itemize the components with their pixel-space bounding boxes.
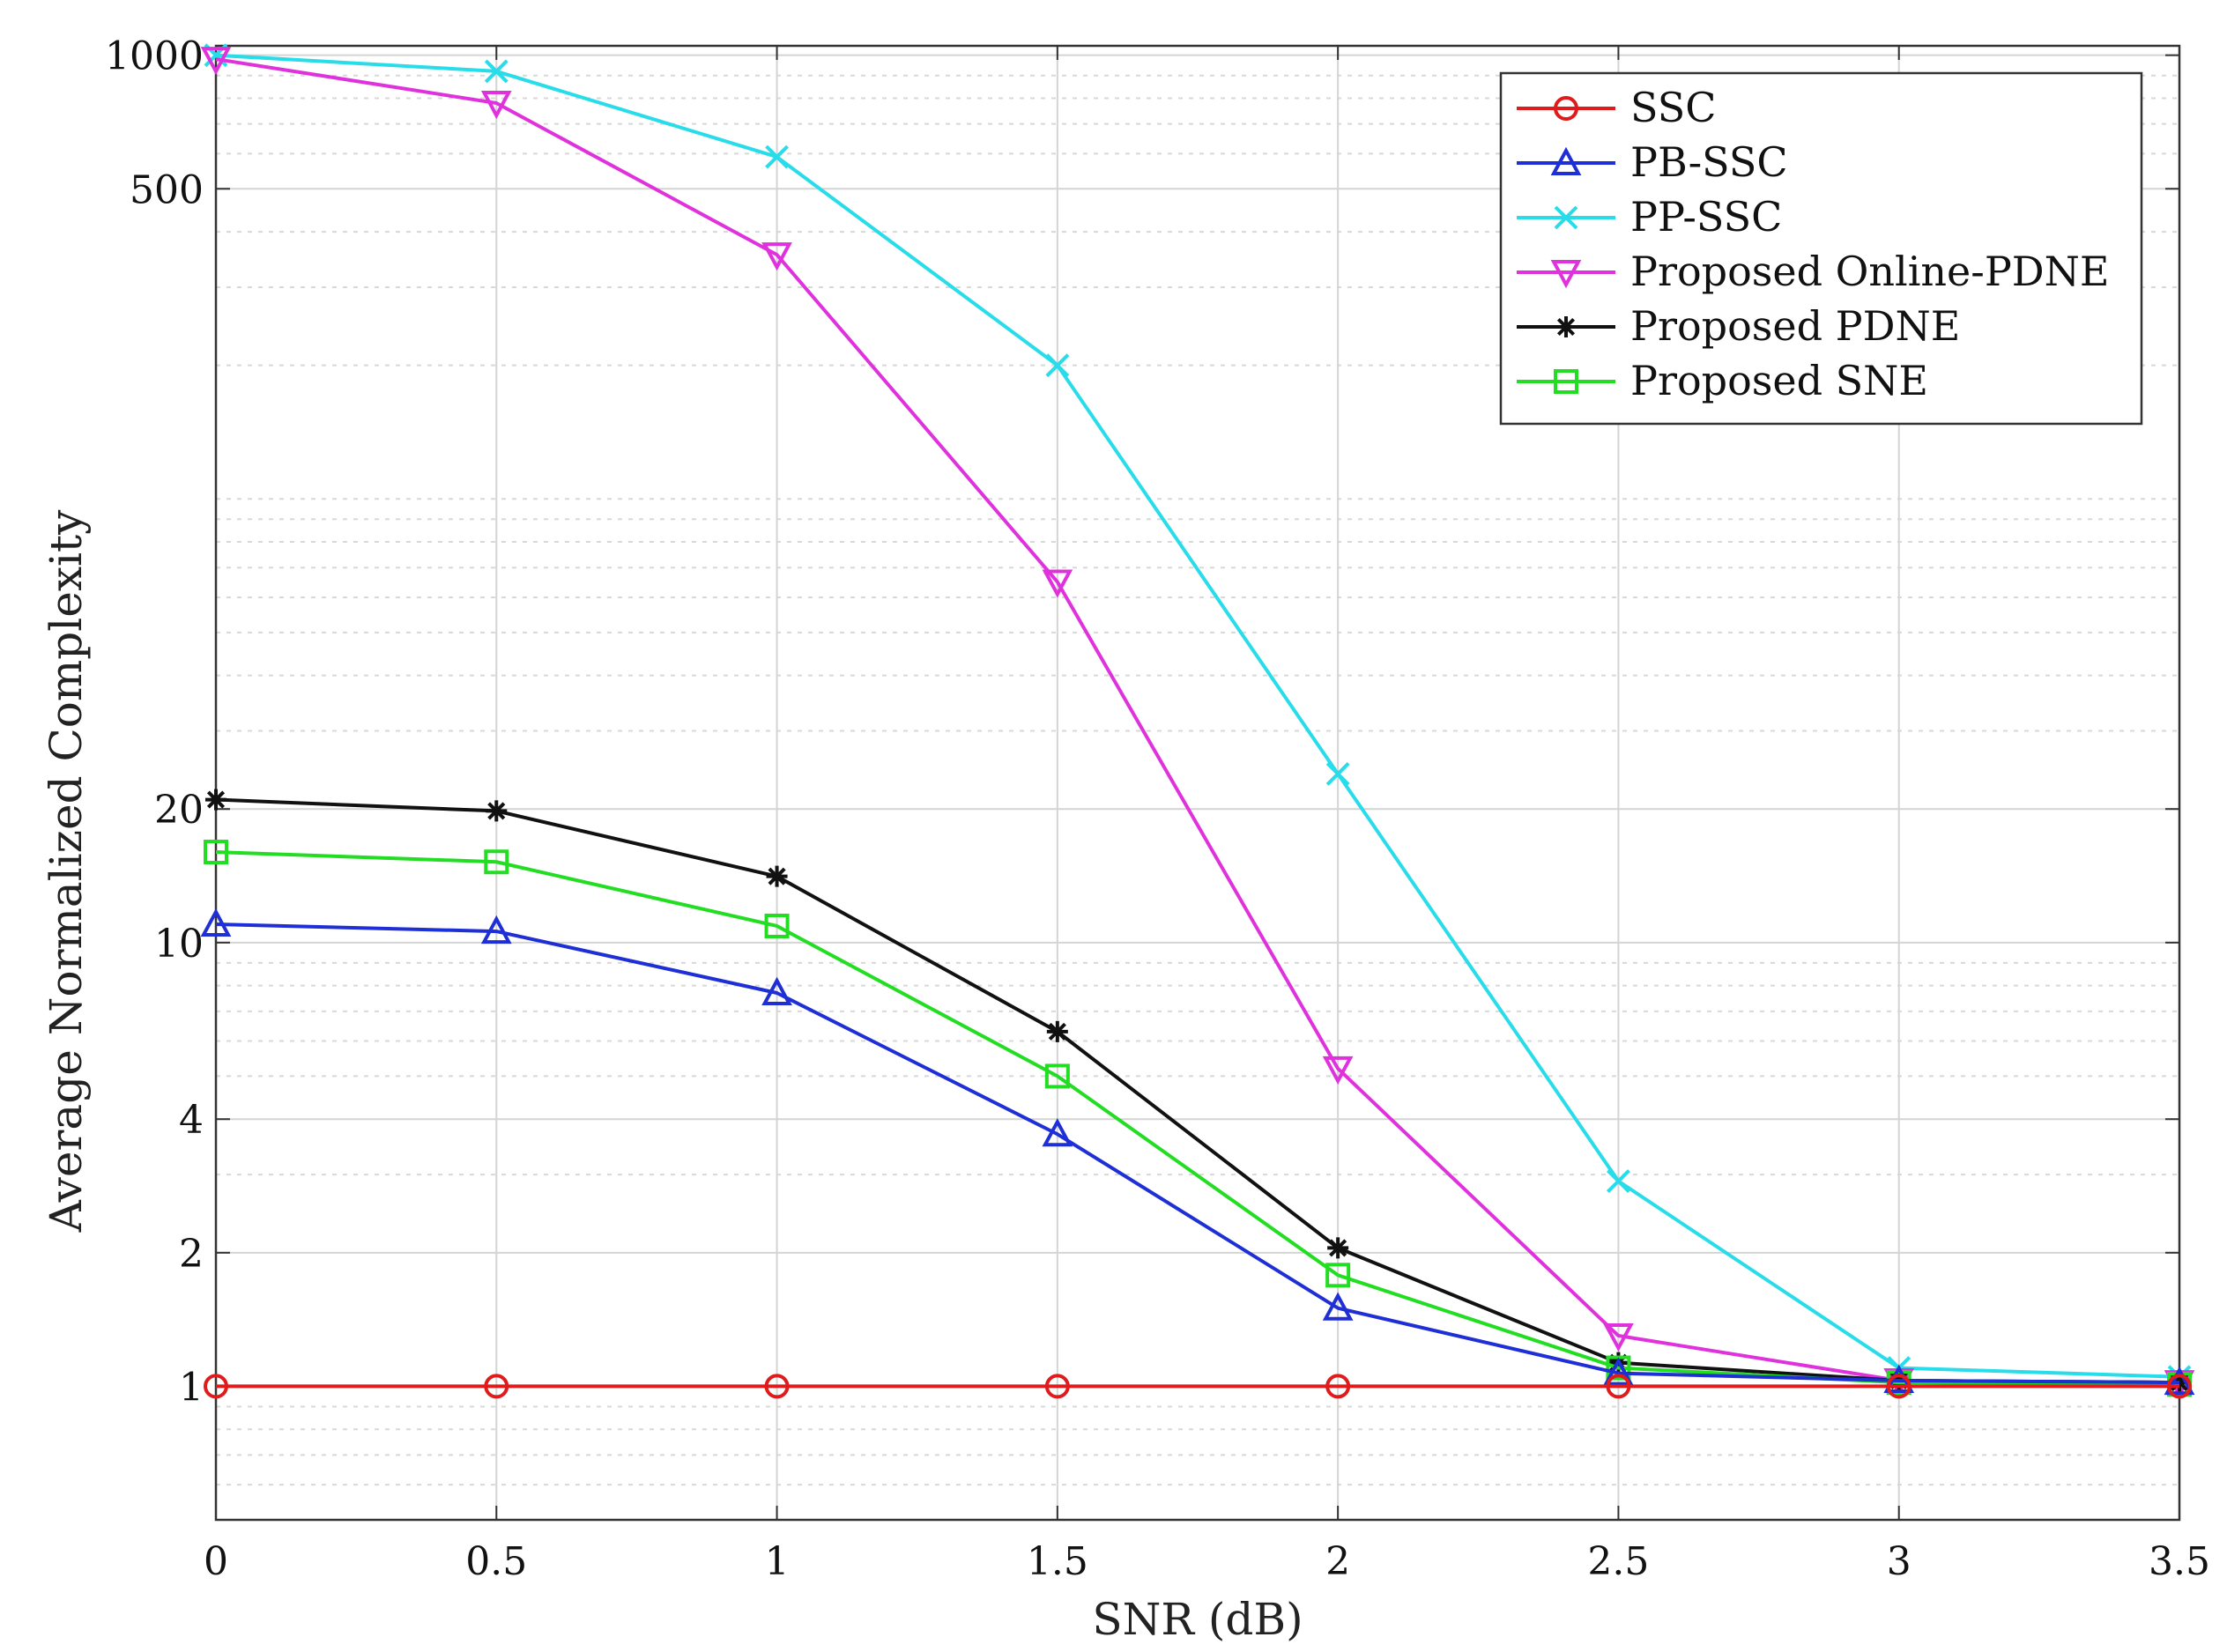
data-point-proposed-online-pdne	[1322, 1056, 1354, 1085]
data-point-proposed-pdne	[1046, 1020, 1068, 1042]
data-point-proposed-sne	[764, 913, 790, 938]
data-point-ssc	[1886, 1374, 1912, 1399]
data-point-pp-ssc	[1607, 1169, 1630, 1193]
data-point-proposed-online-pdne	[1042, 569, 1073, 598]
y-tick-label: 1	[179, 1365, 204, 1410]
y-tick-label: 500	[130, 167, 204, 212]
data-point-pp-ssc	[1045, 353, 1070, 378]
grid	[215, 46, 2180, 1520]
legend-marker-proposed-online-pdne	[1550, 260, 1582, 289]
data-point-proposed-sne	[1044, 1063, 1070, 1089]
data-point-proposed-pdne	[205, 789, 226, 811]
data-point-pp-ssc	[1325, 761, 1350, 786]
x-tick-label: 3.5	[2149, 1539, 2210, 1584]
data-point-ssc	[2167, 1374, 2192, 1399]
data-point-proposed-sne	[204, 840, 228, 865]
data-point-pb-ssc	[480, 915, 512, 945]
x-tick-label: 2	[1325, 1539, 1350, 1584]
x-tick-label: 2.5	[1587, 1539, 1649, 1584]
series-ssc	[204, 1374, 2192, 1399]
y-tick-label: 20	[154, 788, 204, 833]
legend: SSC PB-SSC PP-SSC Proposed Online-PDNE Propo…	[1499, 71, 2143, 426]
series-proposed-pdne	[205, 789, 2190, 1394]
y-tick-label: 10	[154, 922, 204, 967]
data-point-pb-ssc	[761, 976, 792, 1005]
data-point-pb-ssc	[1322, 1292, 1354, 1321]
data-point-proposed-online-pdne	[480, 91, 512, 120]
legend-label-pp-ssc: PP-SSC	[1630, 193, 1782, 241]
axis-tick-labels: 1 2 4 10 20 500 1000 0 0.5 1 1.5 2 2.5 3 3.5	[105, 34, 2210, 1584]
x-tick-label: 0	[204, 1539, 228, 1584]
data-point-ssc	[1325, 1374, 1351, 1399]
data-point-pb-ssc	[1603, 1357, 1634, 1386]
data-point-ssc	[1044, 1374, 1070, 1399]
data-point-ssc	[204, 1374, 228, 1399]
y-tick-label: 1000	[105, 34, 204, 79]
series-line-proposed-online-pdne	[215, 57, 2180, 1385]
legend-label-proposed-pdne: Proposed PDNE	[1630, 302, 1960, 350]
legend-box	[1499, 71, 2143, 426]
legend-marker-proposed-sne	[1554, 369, 1578, 394]
legend-marker-proposed-pdne	[1555, 316, 1577, 337]
data-point-proposed-online-pdne	[200, 47, 232, 76]
y-axis-label: Average Normalized Complexity	[41, 509, 92, 1233]
data-point-proposed-sne	[484, 849, 509, 875]
x-axis-label: SNR (dB)	[1092, 1594, 1303, 1645]
series-proposed-sne	[204, 840, 2192, 1397]
y-tick-label: 4	[179, 1098, 204, 1143]
data-point-pb-ssc	[2164, 1366, 2195, 1396]
legend-marker-pb-ssc	[1550, 146, 1582, 175]
data-point-ssc	[764, 1374, 790, 1399]
data-point-ssc	[484, 1374, 509, 1399]
series-line-pb-ssc	[215, 922, 2180, 1385]
legend-label-proposed-online-pdne: Proposed Online-PDNE	[1630, 248, 2110, 295]
data-point-pb-ssc	[1042, 1118, 1073, 1147]
x-tick-label: 1	[765, 1539, 790, 1584]
y-tick-label: 2	[179, 1232, 204, 1277]
series-pb-ssc	[200, 907, 2195, 1396]
legend-label-pb-ssc: PB-SSC	[1630, 138, 1788, 186]
data-point-proposed-pdne	[486, 800, 508, 822]
data-point-proposed-pdne	[766, 865, 788, 887]
legend-marker-ssc	[1554, 96, 1578, 121]
data-point-pp-ssc	[765, 144, 789, 169]
x-tick-label: 0.5	[465, 1539, 527, 1584]
data-point-proposed-online-pdne	[761, 242, 792, 271]
legend-label-proposed-sne: Proposed SNE	[1630, 357, 1928, 404]
series-group	[200, 43, 2195, 1399]
plot-area-frame	[214, 44, 2181, 1522]
series-line-proposed-sne	[215, 850, 2180, 1387]
data-point-pp-ssc	[484, 59, 508, 84]
series-line-pp-ssc	[215, 53, 2180, 1379]
legend-label-ssc: SSC	[1630, 84, 1716, 131]
legend-marker-pp-ssc	[1554, 205, 1578, 230]
series-line-proposed-pdne	[215, 797, 2180, 1385]
data-point-proposed-online-pdne	[1603, 1323, 1634, 1352]
x-tick-label: 1.5	[1027, 1539, 1088, 1584]
data-point-proposed-pdne	[2169, 1372, 2190, 1394]
data-point-pb-ssc	[200, 907, 232, 937]
x-tick-label: 3	[1887, 1539, 1912, 1584]
data-point-proposed-pdne	[1327, 1237, 1349, 1259]
data-point-proposed-sne	[1325, 1263, 1351, 1288]
data-point-ssc	[1606, 1374, 1631, 1399]
